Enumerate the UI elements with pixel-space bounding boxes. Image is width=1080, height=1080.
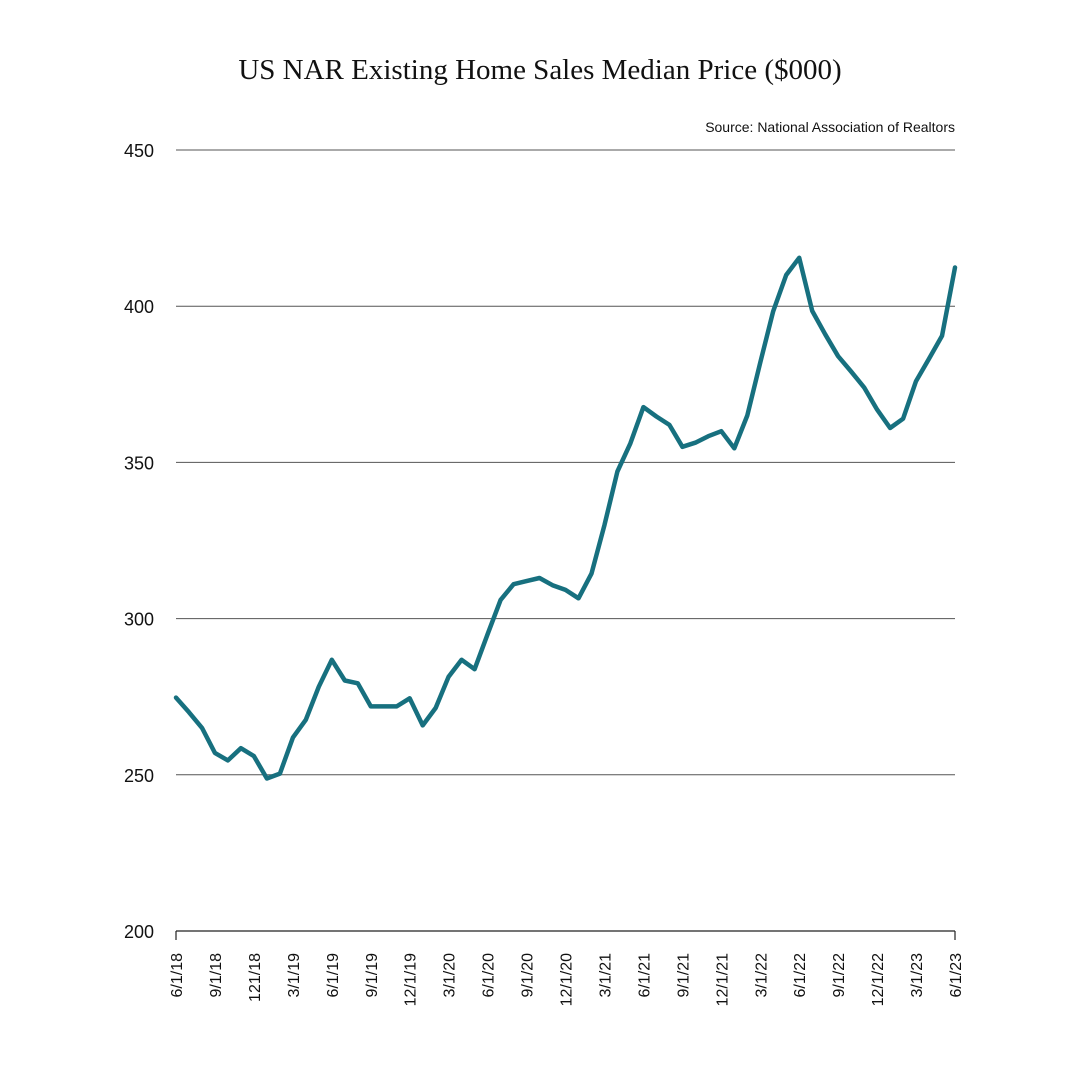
x-tick-label: 12/1/22	[870, 953, 887, 1006]
gridlines	[176, 149, 955, 776]
x-axis: 6/1/18 9/1/18 121/18 3/1/19 6/1/19 9/1/19 12/1…	[169, 930, 965, 1006]
x-tick-label: 6/1/18	[169, 953, 186, 998]
x-tick-label: 9/1/19	[364, 953, 381, 998]
x-tick-label: 12/1/19	[403, 953, 420, 1006]
x-tick-label: 6/1/19	[325, 953, 342, 998]
series-layer	[173, 255, 958, 781]
x-tick-label: 3/1/19	[286, 953, 303, 998]
series-line-0	[173, 255, 958, 781]
y-tick-label: 200	[124, 922, 154, 942]
chart-title: US NAR Existing Home Sales Median Price …	[238, 54, 842, 86]
source-note: Source: National Association of Realtors	[705, 119, 955, 135]
x-tick-label: 6/1/23	[948, 953, 965, 998]
x-tick-label: 6/1/22	[792, 953, 809, 998]
y-tick-label: 400	[124, 297, 154, 317]
x-tick-label: 3/1/23	[909, 953, 926, 998]
x-tick-label: 3/1/21	[597, 953, 614, 998]
y-tick-label: 450	[124, 141, 154, 161]
x-tick-label: 9/1/21	[675, 953, 692, 998]
y-tick-label: 250	[124, 766, 154, 786]
x-tick-label: 6/1/21	[636, 953, 653, 998]
x-tick-label: 3/1/20	[442, 953, 459, 998]
x-tick-label: 12/1/21	[714, 953, 731, 1006]
x-tick-label: 121/18	[247, 953, 264, 1002]
x-tick-label: 9/1/22	[831, 953, 848, 998]
y-axis-ticks: 200 250 300 350 400 450	[124, 141, 154, 942]
x-tick-label: 3/1/22	[753, 953, 770, 998]
x-tick-label: 9/1/18	[208, 953, 225, 998]
y-tick-label: 350	[124, 453, 154, 473]
y-tick-label: 300	[124, 610, 154, 630]
x-tick-label: 6/1/20	[481, 953, 498, 998]
x-tick-label: 9/1/20	[520, 953, 537, 998]
x-tick-label: 12/1/20	[559, 953, 576, 1006]
